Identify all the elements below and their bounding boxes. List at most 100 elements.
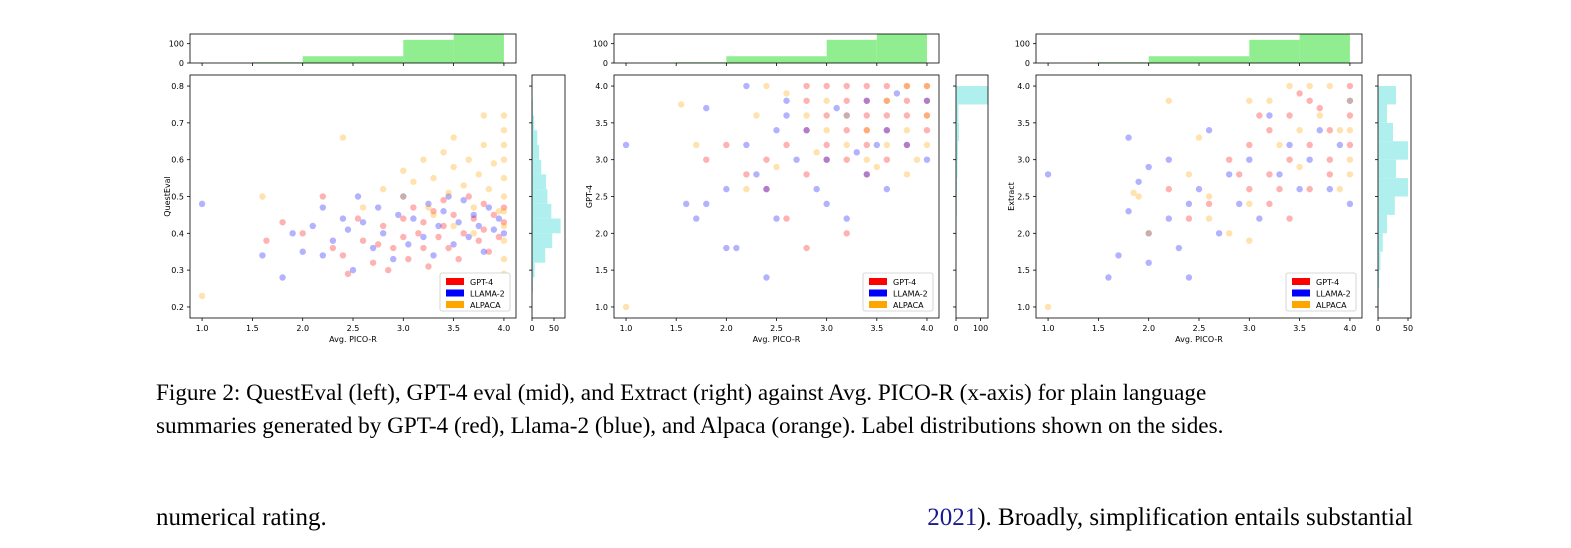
legend-swatch <box>1292 278 1310 285</box>
scatter-point <box>319 252 327 259</box>
legend-label: ALPACA <box>470 301 501 310</box>
scatter-point <box>1346 171 1354 178</box>
scatter-point <box>344 226 352 233</box>
scatter-point <box>1145 230 1152 237</box>
side-histogram-bar <box>532 144 540 160</box>
scatter-point <box>500 255 508 263</box>
scatter-point <box>379 185 387 193</box>
scatter-point <box>339 134 347 141</box>
scatter-point <box>430 252 437 259</box>
scatter-point <box>723 141 730 149</box>
scatter-point <box>470 215 477 222</box>
scatter-point <box>1286 82 1293 90</box>
scatter-point <box>903 97 911 104</box>
y-tick-label: 3.5 <box>1017 119 1030 128</box>
side-histogram-bar <box>532 262 535 278</box>
side-histogram-bar <box>1378 122 1393 142</box>
side-histogram-bar <box>956 178 957 197</box>
scatter-point <box>415 230 422 237</box>
scatter-point <box>843 156 850 163</box>
scatter-point <box>500 127 508 134</box>
scatter-point <box>1165 185 1173 193</box>
legend-swatch <box>869 301 887 308</box>
top-histogram-bar <box>876 34 927 63</box>
top-histogram-tick-label: 0 <box>179 59 184 68</box>
side-histogram-bar <box>956 104 959 123</box>
scatter-point <box>693 215 700 222</box>
y-tick-label: 3.0 <box>1017 156 1030 165</box>
scatter-point <box>923 141 931 149</box>
scatter-point <box>823 97 830 104</box>
scatter-point <box>863 141 870 149</box>
x-tick-label: 2.5 <box>347 324 360 333</box>
scatter-point <box>813 149 820 156</box>
scatter-point <box>425 204 432 211</box>
scatter-point <box>490 160 498 167</box>
scatter-point <box>500 219 508 226</box>
scatter-point <box>703 156 710 163</box>
y-tick-label: 1.5 <box>1017 266 1030 275</box>
legend-label: GPT-4 <box>470 278 493 287</box>
scatter-point <box>490 226 498 233</box>
scatter-point <box>1130 189 1137 197</box>
scatter-point <box>299 248 306 255</box>
legend-swatch <box>446 278 464 285</box>
scatter-point <box>1306 82 1313 90</box>
scatter-point <box>823 141 830 149</box>
scatter-point <box>1266 127 1273 134</box>
scatter-point <box>500 208 508 215</box>
y-tick-label: 0.5 <box>171 193 184 202</box>
scatter-point <box>1205 193 1213 200</box>
scatter-point <box>1326 127 1334 134</box>
side-histogram-tick-label: 0 <box>953 324 958 333</box>
side-histogram-frame <box>955 74 989 319</box>
scatter-point <box>773 163 780 171</box>
x-tick-label: 3.5 <box>1293 324 1306 333</box>
scatter-point <box>1165 215 1173 222</box>
figure-2: 0 100 0 50 1.0 1.5 2.0 2.5 3.0 3.5 4.0 0.2 0.3 0.4 0.5… <box>163 33 1413 344</box>
scatter-point <box>1336 127 1344 134</box>
side-histogram-tick-label: 0 <box>1375 324 1380 333</box>
x-tick-label: 4.0 <box>921 324 934 333</box>
scatter-point <box>823 112 830 119</box>
scatter-point <box>460 230 467 237</box>
scatter-point <box>1276 171 1283 178</box>
scatter-point <box>420 233 427 241</box>
y-tick-label: 1.5 <box>595 266 608 275</box>
x-axis-label: Avg. PICO-R <box>753 335 801 344</box>
scatter-point <box>863 97 870 104</box>
scatter-point <box>1306 97 1313 104</box>
citation-link[interactable]: 2021 <box>927 504 978 531</box>
scatter-point <box>1135 178 1142 185</box>
scatter-point <box>863 112 870 119</box>
scatter-point <box>445 193 452 200</box>
scatter-point <box>1185 215 1193 222</box>
side-histogram-bar <box>1378 196 1395 215</box>
scatter-point <box>1306 185 1313 193</box>
scatter-point <box>480 141 488 149</box>
scatter-point <box>1326 82 1334 90</box>
scatter-point <box>693 141 700 149</box>
scatter-point <box>678 101 685 108</box>
scatter-point <box>500 156 508 163</box>
scatter-point <box>319 193 327 200</box>
scatter-point <box>475 237 482 244</box>
legend-label: ALPACA <box>1316 301 1347 310</box>
scatter-point <box>369 244 377 252</box>
scatter-point <box>480 226 488 233</box>
scatter-point <box>1286 141 1293 149</box>
scatter-point <box>843 97 850 104</box>
scatter-point <box>500 230 508 237</box>
scatter-point <box>470 204 477 211</box>
scatter-point <box>279 219 286 226</box>
side-histogram-bar <box>532 277 533 293</box>
side-histogram-bar <box>532 218 561 234</box>
scatter-point <box>455 219 462 226</box>
scatter-point <box>430 208 437 215</box>
scatter-point <box>440 222 447 230</box>
scatter-point <box>1326 171 1334 178</box>
scatter-point <box>1286 215 1293 222</box>
scatter-point <box>309 222 316 230</box>
side-histogram-bar <box>532 130 538 145</box>
scatter-point <box>1336 185 1344 193</box>
